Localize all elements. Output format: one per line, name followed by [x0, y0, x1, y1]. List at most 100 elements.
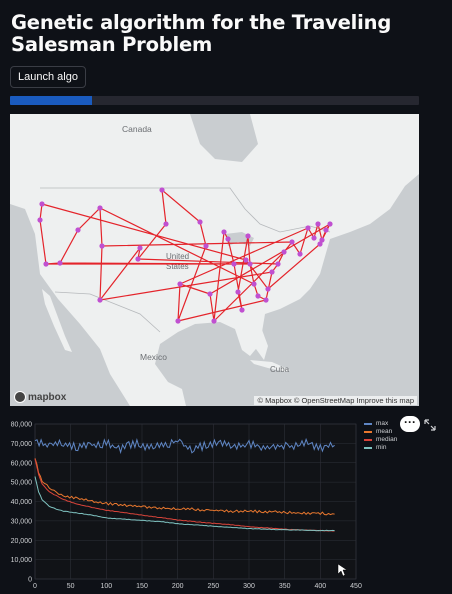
city-point[interactable]	[239, 307, 245, 313]
legend-swatch	[364, 423, 372, 425]
y-tick-label: 0	[28, 577, 32, 584]
series-line-max	[34, 437, 335, 455]
map-label-united-states: United States	[166, 252, 189, 271]
city-point[interactable]	[175, 318, 181, 324]
y-tick-label: 10,000	[11, 557, 33, 564]
y-tick-label: 50,000	[11, 480, 33, 487]
x-tick-label: 300	[243, 583, 255, 590]
x-tick-label: 150	[136, 583, 148, 590]
x-tick-label: 250	[207, 583, 219, 590]
x-tick-label: 100	[100, 583, 112, 590]
city-point[interactable]	[97, 297, 103, 303]
city-point[interactable]	[319, 237, 325, 243]
city-point[interactable]	[43, 261, 49, 267]
city-point[interactable]	[315, 221, 321, 227]
x-tick-label: 450	[350, 583, 362, 590]
city-point[interactable]	[57, 260, 63, 266]
mouse-cursor-icon	[337, 563, 348, 577]
city-point[interactable]	[323, 227, 329, 233]
city-point[interactable]	[327, 221, 333, 227]
y-tick-label: 70,000	[11, 441, 33, 448]
us-mexico-border	[54, 291, 161, 333]
x-tick-label: 200	[172, 583, 184, 590]
legend-item-mean[interactable]: mean	[364, 428, 397, 436]
legend-swatch	[364, 447, 372, 449]
tsp-cities	[37, 187, 333, 324]
city-point[interactable]	[281, 249, 287, 255]
city-point[interactable]	[211, 318, 217, 324]
x-tick-label: 350	[279, 583, 291, 590]
series-line-mean	[34, 458, 335, 516]
city-point[interactable]	[263, 297, 269, 303]
city-point[interactable]	[251, 281, 257, 287]
city-point[interactable]	[207, 291, 213, 297]
legend-label: min	[376, 444, 387, 451]
city-point[interactable]	[159, 187, 165, 193]
city-point[interactable]	[75, 227, 81, 233]
y-tick-label: 60,000	[11, 460, 33, 467]
city-point[interactable]	[235, 289, 241, 295]
x-tick-label: 0	[33, 583, 37, 590]
map-canvas: Canada United States Mexico Cuba	[10, 114, 419, 406]
chart-legend[interactable]: max mean median min	[364, 420, 397, 452]
city-point[interactable]	[163, 221, 169, 227]
city-point[interactable]	[297, 251, 303, 257]
y-tick-label: 40,000	[11, 499, 33, 506]
city-point[interactable]	[203, 243, 209, 249]
x-tick-label: 400	[314, 583, 326, 590]
fitness-chart: 0 10,000 20,000 30,000 40,000 50,000 60,000 70,…	[0, 412, 452, 594]
city-point[interactable]	[221, 229, 227, 235]
y-tick-label: 30,000	[11, 518, 33, 525]
legend-item-min[interactable]: min	[364, 444, 397, 452]
city-point[interactable]	[243, 257, 249, 263]
city-point[interactable]	[197, 219, 203, 225]
legend-item-median[interactable]: median	[364, 436, 397, 444]
progress-bar	[10, 96, 419, 105]
city-point[interactable]	[317, 241, 323, 247]
route-map[interactable]: Canada United States Mexico Cuba mapbox ©…	[10, 114, 419, 406]
city-point[interactable]	[39, 201, 45, 207]
series-line-median	[34, 458, 335, 532]
map-label-mexico: Mexico	[140, 352, 167, 362]
city-point[interactable]	[99, 243, 105, 249]
mapbox-logo[interactable]: mapbox	[14, 391, 66, 403]
city-point[interactable]	[177, 281, 183, 287]
mapbox-logo-text: mapbox	[28, 391, 67, 403]
city-point[interactable]	[245, 233, 251, 239]
legend-label: median	[376, 436, 398, 443]
expand-icon[interactable]	[424, 419, 436, 431]
city-point[interactable]	[37, 217, 43, 223]
mapbox-logo-icon	[14, 391, 26, 403]
city-point[interactable]	[97, 205, 103, 211]
legend-label: mean	[376, 428, 393, 435]
city-point[interactable]	[265, 286, 271, 292]
legend-swatch	[364, 431, 372, 433]
legend-item-max[interactable]: max	[364, 420, 397, 428]
hudson-bay	[190, 114, 258, 162]
city-point[interactable]	[247, 261, 253, 267]
city-point[interactable]	[289, 239, 295, 245]
progress-bar-fill	[10, 96, 92, 105]
florida-land	[248, 319, 268, 360]
x-tick-label: 50	[67, 583, 75, 590]
city-point[interactable]	[275, 261, 281, 267]
launch-algo-button[interactable]: Launch algo	[10, 66, 86, 88]
city-point[interactable]	[135, 256, 141, 262]
city-point[interactable]	[225, 236, 231, 242]
y-tick-label: 20,000	[11, 538, 33, 545]
fitness-chart-svg: 0 10,000 20,000 30,000 40,000 50,000 60,000 70,…	[11, 422, 362, 591]
city-point[interactable]	[269, 269, 275, 275]
cuba-land	[250, 360, 290, 372]
city-point[interactable]	[311, 235, 317, 241]
city-point[interactable]	[255, 293, 261, 299]
city-point[interactable]	[137, 245, 143, 251]
city-point[interactable]	[305, 225, 311, 231]
city-point[interactable]	[231, 261, 237, 267]
map-attribution[interactable]: © Mapbox © OpenStreetMap Improve this ma…	[254, 396, 417, 405]
canada-us-border	[40, 187, 331, 233]
map-label-cuba: Cuba	[270, 365, 290, 374]
legend-label: max	[376, 420, 389, 427]
chart-menu-button[interactable]: ···	[400, 416, 420, 432]
legend-swatch	[364, 439, 372, 441]
